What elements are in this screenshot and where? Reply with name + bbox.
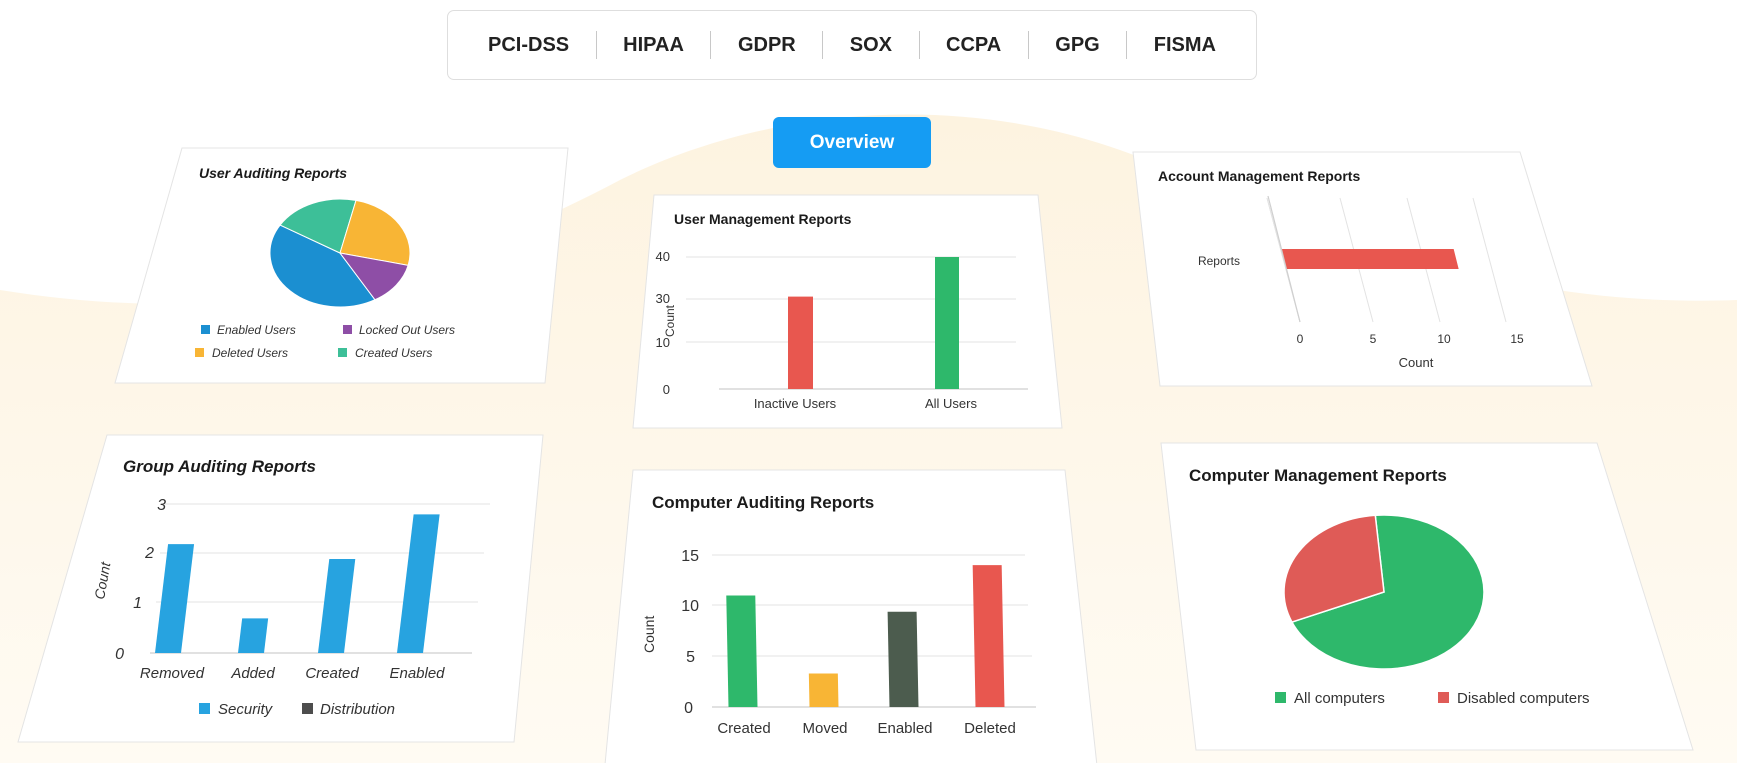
tab-divider [595, 31, 597, 59]
tab-divider [822, 31, 824, 59]
tab-divider [710, 31, 712, 59]
tab-divider [1126, 31, 1128, 59]
tab-divider [918, 31, 920, 59]
tab-divider [1027, 31, 1029, 59]
tab-ccpa[interactable]: CCPA [946, 33, 1002, 56]
tab-fisma[interactable]: FISMA [1153, 33, 1216, 56]
tab-hipaa[interactable]: HIPAA [623, 33, 684, 56]
tab-gdpr[interactable]: GDPR [737, 33, 796, 56]
tab-sox[interactable]: SOX [849, 33, 893, 56]
tab-gpg[interactable]: GPG [1055, 33, 1100, 56]
overview-button[interactable]: Overview [773, 117, 931, 168]
compliance-tabs: PCI-DSS HIPAA GDPR SOX CCPA GPG FISMA [447, 10, 1257, 80]
tab-pci-dss[interactable]: PCI-DSS [488, 33, 570, 56]
